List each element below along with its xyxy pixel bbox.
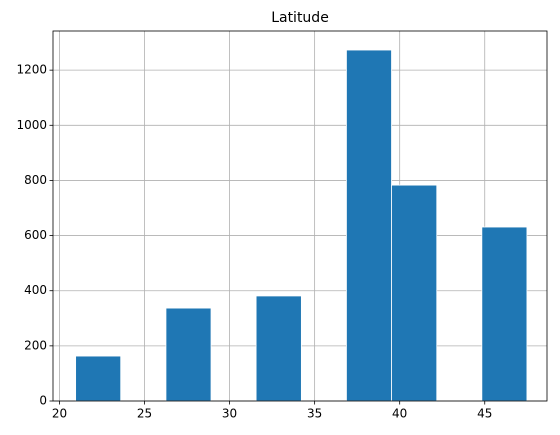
x-tick-label: 25 <box>137 407 152 421</box>
plot-frame <box>52 30 548 402</box>
y-tick-label: 1000 <box>16 118 47 132</box>
x-tick-label: 30 <box>222 407 237 421</box>
bar <box>255 295 302 402</box>
chart-title: Latitude <box>271 10 329 26</box>
y-tick-label: 400 <box>24 283 47 297</box>
bar <box>481 226 528 402</box>
x-tick-label: 45 <box>477 407 492 421</box>
bar <box>165 307 212 402</box>
y-tick-label: 600 <box>24 228 47 242</box>
y-tick-label: 200 <box>24 338 47 352</box>
y-tick-label: 800 <box>24 173 47 187</box>
bar <box>391 184 438 402</box>
y-tick-label: 1200 <box>16 63 47 77</box>
bar <box>75 355 122 402</box>
bar <box>346 49 392 402</box>
x-tick-label: 35 <box>307 407 322 421</box>
x-tick-label: 20 <box>52 407 67 421</box>
y-tick-label: 0 <box>39 394 47 408</box>
x-tick-label: 40 <box>392 407 407 421</box>
